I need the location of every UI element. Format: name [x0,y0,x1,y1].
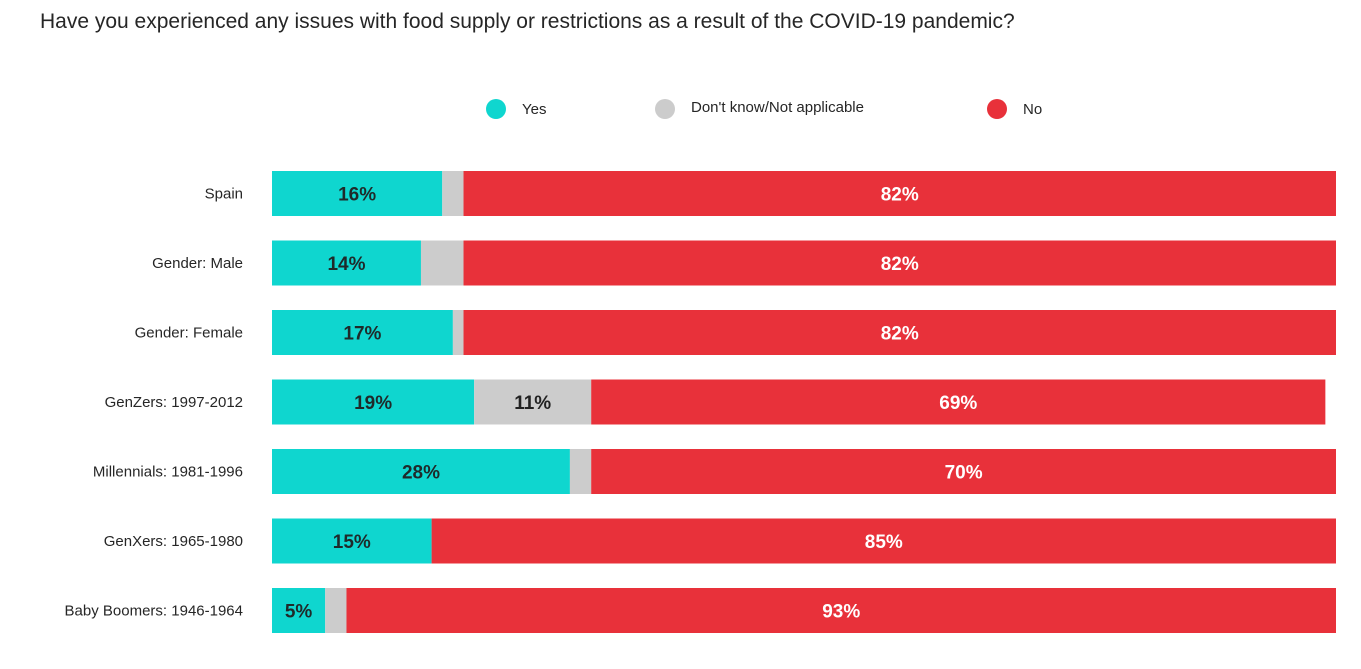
bar-yes-genxers-1965-1980 [272,518,432,564]
data-label-no-gender-male: 82% [881,254,919,275]
bar-don-t-know-not-applicable-gender-male [420,240,464,286]
bar-no-millennials-1981-1996 [591,449,1336,494]
bar-yes-genzers-1997-2012 [272,379,475,425]
bar-no-baby-boomers-1946-1964 [346,588,1337,633]
category-label-spain: Spain [205,186,243,203]
data-label-yes-spain: 16% [338,185,376,206]
bar-no-spain [463,171,1336,216]
bar-yes-millennials-1981-1996 [272,449,570,494]
data-label-yes-baby-boomers-1946-1964: 5% [285,602,313,623]
data-label-no-gender-female: 82% [881,324,919,345]
bar-no-gender-male [463,240,1336,286]
bar-yes-gender-male [272,240,421,286]
legend-label-dont-know: Don't know/Not applicable [691,98,864,116]
data-label-no-millennials-1981-1996: 70% [945,463,983,484]
bar-no-gender-female [463,310,1336,355]
legend-label-yes: Yes [522,100,547,118]
legend-item-dont-know: Don't know/Not applicable [655,98,864,120]
bar-no-genxers-1965-1980 [431,518,1337,564]
data-label-no-genxers-1965-1980: 85% [865,532,903,553]
legend-marker-dont-know [655,99,675,119]
category-label-gender-male: Gender: Male [152,255,243,272]
bar-don-t-know-not-applicable-gender-female [452,310,464,355]
legend-item-yes: Yes [486,98,546,120]
chart-title: Have you experienced any issues with foo… [40,10,1015,33]
legend-marker-no [987,99,1007,119]
data-label-yes-genxers-1965-1980: 15% [333,532,371,553]
data-label-yes-gender-female: 17% [343,324,381,345]
data-label-no-genzers-1997-2012: 69% [939,393,977,414]
category-label-genzers-1997-2012: GenZers: 1997-2012 [105,394,243,411]
bar-yes-gender-female [272,310,453,355]
bar-yes-spain [272,171,443,216]
bar-don-t-know-not-applicable-millennials-1981-1996 [569,449,592,494]
bar-don-t-know-not-applicable-baby-boomers-1946-1964 [325,588,347,633]
category-label-baby-boomers-1946-1964: Baby Boomers: 1946-1964 [65,603,243,620]
bar-don-t-know-not-applicable-genzers-1997-2012 [474,379,592,425]
legend-item-no: No [987,98,1042,120]
category-label-gender-female: Gender: Female [135,325,243,342]
legend-label-no: No [1023,100,1043,118]
bar-no-genzers-1997-2012 [591,379,1326,425]
legend-marker-yes [486,99,506,119]
data-label-no-baby-boomers-1946-1964: 93% [822,602,860,623]
data-label-don-t-know-not-applicable-genzers-1997-2012: 11% [514,393,551,414]
data-label-yes-millennials-1981-1996: 28% [402,463,440,484]
category-label-millennials-1981-1996: Millennials: 1981-1996 [93,464,243,481]
data-label-no-spain: 82% [881,185,919,206]
bar-don-t-know-not-applicable-spain [442,171,464,216]
data-label-yes-gender-male: 14% [327,254,365,275]
bar-yes-baby-boomers-1946-1964 [272,588,326,633]
category-label-genxers-1965-1980: GenXers: 1965-1980 [104,533,243,550]
data-label-yes-genzers-1997-2012: 19% [354,393,392,414]
